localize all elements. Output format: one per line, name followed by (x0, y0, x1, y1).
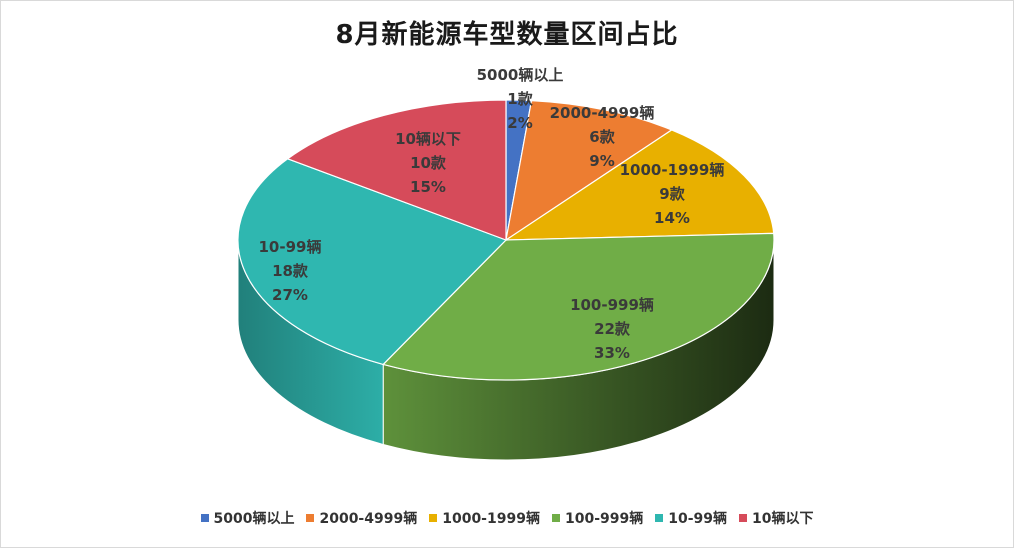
data-label-3: 100-999辆 22款 33% (570, 296, 654, 362)
pie-slice-3 (382, 232, 775, 381)
legend-label: 100-999辆 (564, 511, 644, 527)
legend-item-5: 10辆以下 (739, 508, 814, 528)
legend-swatch (429, 514, 438, 522)
legend-item-3: 100-999辆 (551, 508, 644, 528)
pie-slice-4 (237, 158, 508, 366)
legend-label: 10-99辆 (668, 511, 728, 527)
chart-legend: 5000辆以上 2000-4999辆 1000-1999辆 100-999辆 10-99… (0, 508, 1014, 528)
pie-slice-1 (505, 100, 673, 242)
legend-label: 1000-1999辆 (442, 511, 540, 527)
pie-slice-2 (503, 129, 775, 241)
data-label-0: 5000辆以上 1款 2% (477, 66, 564, 132)
data-label-4: 10-99辆 18款 27% (259, 238, 322, 304)
legend-swatch (551, 514, 560, 522)
legend-label: 2000-4999辆 (319, 511, 418, 527)
legend-swatch (200, 514, 209, 522)
pie-slice-5 (286, 99, 507, 241)
legend-label: 5000辆以上 (213, 511, 295, 527)
legend-item-2: 1000-1999辆 (429, 508, 540, 528)
legend-item-4: 10-99辆 (655, 508, 727, 528)
legend-swatch (655, 514, 664, 522)
legend-label: 10辆以下 (752, 511, 814, 527)
data-label-2: 1000-1999辆 9款 14% (620, 161, 725, 227)
legend-item-1: 2000-4999辆 (306, 508, 417, 528)
data-label-5: 10辆以下 10款 15% (395, 130, 461, 196)
legend-swatch (306, 514, 315, 522)
data-label-1: 2000-4999辆 6款 9% (550, 104, 655, 170)
legend-swatch (739, 514, 748, 522)
legend-item-0: 5000辆以上 (200, 508, 295, 528)
chart-title: 8月新能源车型数量区间占比 (335, 20, 679, 50)
